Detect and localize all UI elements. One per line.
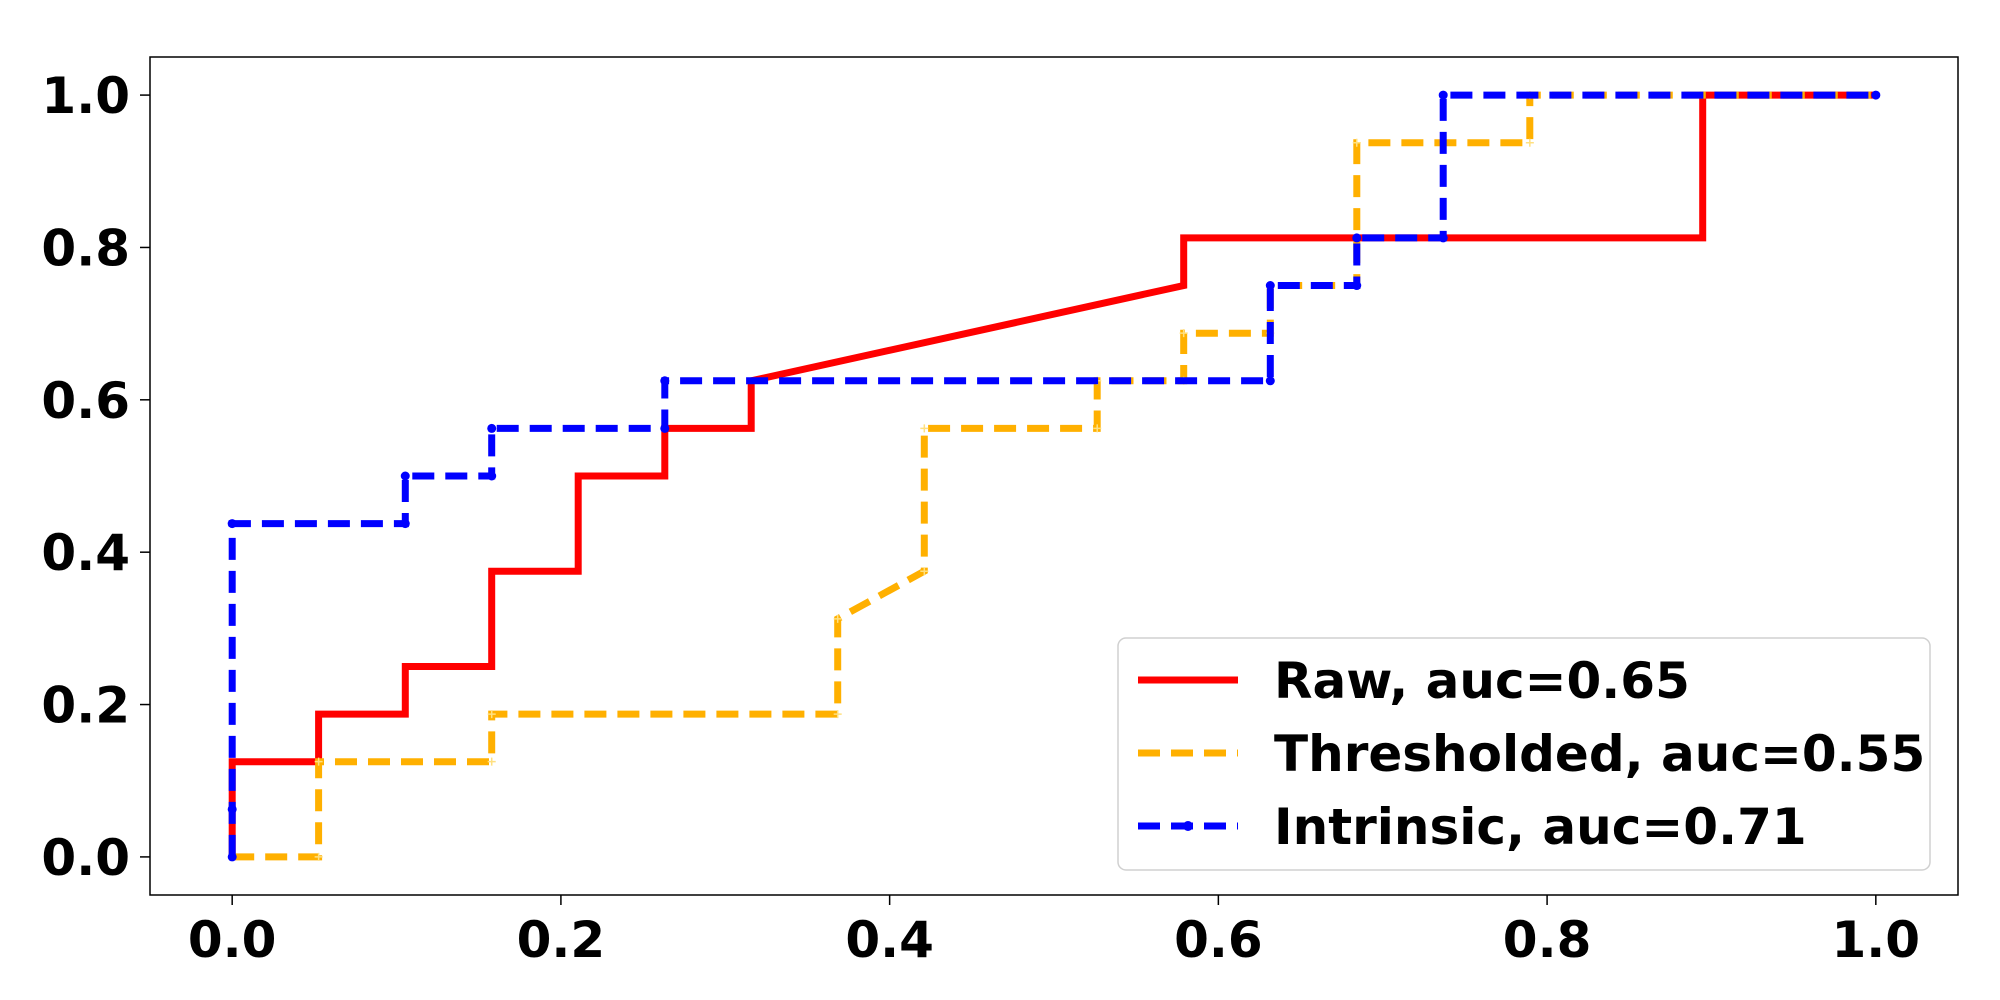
series-line-2 bbox=[228, 91, 1876, 857]
series-point bbox=[487, 757, 496, 766]
series-point bbox=[833, 614, 842, 623]
series-layer bbox=[227, 90, 1881, 862]
x-tick-label: 0.6 bbox=[1174, 911, 1263, 969]
legend-label-1: Thresholded, auc=0.55 bbox=[1274, 725, 1925, 783]
legend-box bbox=[1117, 637, 1931, 871]
series-point bbox=[227, 804, 237, 814]
plot-frame bbox=[149, 56, 1959, 896]
legend-label-0: Raw, auc=0.65 bbox=[1274, 652, 1690, 710]
series-point bbox=[1352, 138, 1361, 147]
series-point bbox=[1265, 376, 1275, 386]
series-point bbox=[487, 423, 497, 433]
y-tick-label: 0.4 bbox=[41, 524, 130, 582]
series-point bbox=[400, 519, 410, 529]
series-point bbox=[400, 471, 410, 481]
series-point bbox=[314, 757, 323, 766]
series-point bbox=[487, 471, 497, 481]
series-point bbox=[1265, 281, 1275, 291]
y-tick-label: 0.2 bbox=[41, 677, 130, 735]
series-line-0 bbox=[228, 91, 1876, 857]
y-tick-label: 0.8 bbox=[41, 219, 130, 277]
series-point bbox=[660, 376, 670, 386]
x-tick-label: 0.4 bbox=[845, 911, 934, 969]
series-point bbox=[1093, 424, 1102, 433]
series-point bbox=[1438, 233, 1448, 243]
legend-label-2: Intrinsic, auc=0.71 bbox=[1274, 798, 1807, 856]
series-point bbox=[660, 423, 670, 433]
series-point bbox=[1525, 138, 1534, 147]
x-tick-label: 0.2 bbox=[517, 911, 606, 969]
axis-ticks: 0.0 0.2 0.4 0.6 0.8 1.0 0.0 0.2 0.4 0.6 0.8 1.0 bbox=[41, 67, 1920, 969]
x-tick-label: 1.0 bbox=[1832, 911, 1921, 969]
series-point bbox=[227, 852, 237, 862]
series-point bbox=[1871, 90, 1881, 100]
series-point bbox=[920, 567, 929, 576]
series-point bbox=[314, 852, 323, 861]
y-tick-label: 0.6 bbox=[41, 372, 130, 430]
series-point bbox=[1352, 233, 1362, 243]
series-point bbox=[833, 710, 842, 719]
x-tick-label: 0.8 bbox=[1503, 911, 1592, 969]
series-point bbox=[227, 519, 237, 529]
x-tick-label: 0.0 bbox=[188, 911, 277, 969]
y-tick-label: 1.0 bbox=[41, 67, 130, 125]
series-point bbox=[1438, 90, 1448, 100]
legend: Raw, auc=0.65 Thresholded, auc=0.55 Intrin… bbox=[1117, 637, 1931, 871]
y-tick-label: 0.0 bbox=[41, 829, 130, 887]
series-point bbox=[1352, 281, 1362, 291]
series-point bbox=[920, 424, 929, 433]
series-point bbox=[1179, 329, 1188, 338]
series-point bbox=[487, 710, 496, 719]
legend-marker bbox=[1183, 821, 1193, 831]
